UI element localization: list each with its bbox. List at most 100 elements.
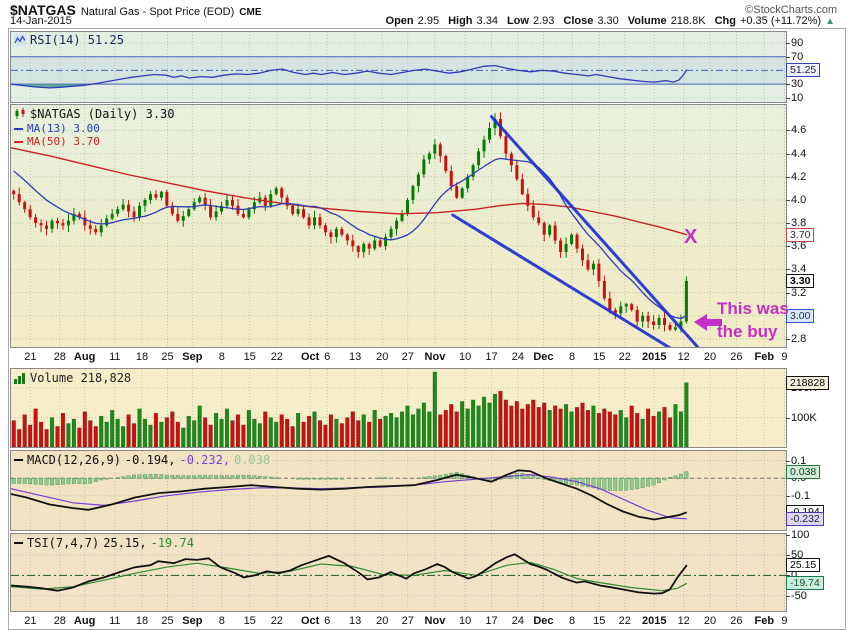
date-tick: 20	[703, 351, 717, 363]
price-legend: $NATGAS (Daily) 3.30	[14, 107, 175, 121]
date-tick: 24	[511, 615, 524, 627]
date-tick: 21	[24, 615, 37, 627]
price-axis-tick: 3.2	[791, 286, 807, 299]
date-tick: 21	[24, 351, 37, 363]
volume-bars-icon	[14, 373, 25, 384]
tsi-legend: TSI(7,4,7) 25.15, -19.74	[14, 536, 194, 550]
quote-label: Low	[506, 15, 529, 27]
price-axis-tickmark	[786, 130, 790, 132]
date-tick: 24	[511, 351, 524, 363]
date-tick: 28	[53, 351, 66, 363]
date-tick: 9	[781, 615, 788, 627]
date-tick: 22	[270, 351, 283, 363]
date-tick: Aug	[73, 615, 96, 627]
volume-axis-tickmark	[786, 417, 790, 419]
tsi-current-value-box: 25.15	[786, 558, 821, 573]
quote-label: Volume	[627, 15, 667, 27]
ma50-legend-label: MA(50) 3.70	[27, 135, 100, 148]
macd-axis-tickmark	[786, 460, 790, 462]
date-tick: 6	[324, 615, 331, 627]
price-current-value-box: 3.70	[786, 227, 815, 242]
price-axis-tickmark	[786, 199, 790, 201]
macd-current-value-box: -0.232	[786, 511, 824, 526]
price-axis-tickmark	[786, 153, 790, 155]
ma50-line-swatch	[14, 140, 23, 143]
annotation-buy-text: This was the buy	[717, 297, 789, 343]
tsi-legend-label: TSI(7,4,7)	[27, 536, 100, 550]
date-tick: 27	[401, 351, 414, 363]
macd-panel	[10, 450, 787, 531]
quote-summary: Open 2.95 High 3.34 Low 2.93 Close 3.30 Volume 21…	[377, 15, 835, 27]
chart-frame	[8, 28, 846, 630]
date-tick: 28	[53, 615, 66, 627]
buy-arrow-icon	[694, 314, 722, 331]
header: $NATGAS Natural Gas - Spot Price (EOD) CME…	[10, 2, 837, 18]
rsi-axis-tickmark	[786, 97, 790, 99]
date-tick: 27	[401, 615, 414, 627]
annotation-buy-line1: This was	[717, 299, 789, 318]
date-tick: 18	[135, 351, 149, 363]
date-tick: Dec	[533, 615, 554, 627]
quote-label: Open	[385, 15, 414, 27]
rsi-axis-tickmark	[786, 56, 790, 58]
quote-value: 218.8K	[670, 15, 706, 27]
rsi-axis-tick: 10	[791, 91, 804, 104]
macd-axis-tickmark	[786, 495, 790, 497]
ma13-line-swatch	[14, 127, 23, 130]
annotation-x-mark: X	[684, 226, 698, 248]
rsi-legend: RSI(14) 51.25	[14, 33, 124, 47]
macd-axis-tickmark	[786, 478, 790, 480]
rsi-axis-tick: 90	[791, 36, 804, 49]
rsi-legend-label: RSI(14) 51.25	[30, 33, 124, 47]
date-tick: Sep	[182, 351, 203, 363]
rsi-axis-tick: 70	[791, 50, 804, 63]
price-axis-tick: 3.6	[791, 240, 807, 253]
date-tick: 20	[376, 351, 389, 363]
macd-legend-label: MACD(12,26,9)	[27, 453, 121, 467]
price-axis-tickmark	[786, 223, 790, 225]
price-axis-tickmark	[786, 246, 790, 248]
tsi-line-swatch	[14, 542, 23, 544]
date-tick: 2015	[642, 615, 667, 627]
tsi-axis-tickmark	[786, 595, 790, 597]
rsi-axis-tickmark	[786, 84, 790, 86]
macd-current-value-box: 0.038	[786, 464, 821, 479]
rsi-axis-tickmark	[786, 42, 790, 44]
candlestick-icon	[15, 108, 25, 119]
price-current-value-box: 3.00	[786, 308, 815, 323]
quote-value: +0.35 (+11.72%)	[739, 15, 822, 27]
date-axis-middle: 21 28 Aug 11 18 25 Sep 8 15 22 Oct 6 13 20 27 Nov 10 17 24…	[0, 351, 847, 366]
ma50-legend: MA(50) 3.70	[14, 135, 100, 148]
date-tick: 11	[109, 615, 121, 627]
annotation-buy-line2: the buy	[717, 322, 778, 341]
date-axis-bottom: 21 28 Aug 11 18 25 Sep 8 15 22 Oct 6 13 20 27 Nov 10 17 24…	[0, 615, 847, 630]
quote-value: 3.34	[476, 15, 498, 27]
price-axis-tick: 4.2	[791, 170, 807, 183]
ma13-legend-label: MA(13) 3.00	[27, 122, 100, 135]
price-axis-tickmark	[786, 269, 790, 271]
macd-legend: MACD(12,26,9) -0.194, -0.232, 0.038	[14, 453, 270, 467]
quote-label: Chg	[714, 15, 736, 27]
price-legend-label: $NATGAS (Daily) 3.30	[30, 107, 175, 121]
quote-label: Close	[563, 15, 594, 27]
date-tick: 13	[348, 351, 362, 363]
price-axis-tickmark	[786, 292, 790, 294]
date-tick: Feb	[754, 351, 775, 363]
tsi-axis-tickmark	[786, 534, 790, 536]
chart-date: 14-Jan-2015	[10, 15, 72, 27]
date-tick: 20	[703, 615, 717, 627]
date-tick: 15	[243, 615, 256, 627]
macd-hist-value: 0.038	[234, 453, 271, 467]
date-tick: 11	[109, 351, 121, 363]
date-tick: Sep	[182, 615, 203, 627]
date-tick: 13	[348, 615, 362, 627]
quote-value: 2.93	[532, 15, 555, 27]
date-tick: 8	[569, 351, 576, 363]
date-tick: 9	[781, 351, 788, 363]
date-tick: 20	[376, 615, 389, 627]
macd-line-swatch	[14, 459, 23, 461]
date-tick: 22	[270, 615, 283, 627]
price-current-value-box: 3.30	[786, 274, 815, 288]
tsi-axis-tick: 0	[791, 569, 798, 582]
